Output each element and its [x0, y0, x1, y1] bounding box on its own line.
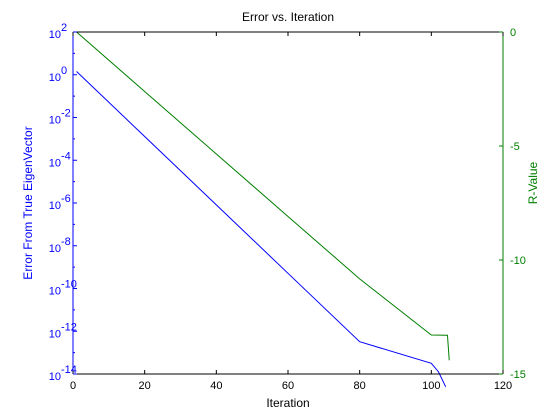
- y-axis-right-label: R-Value: [526, 161, 540, 204]
- y-left-tick-label: 10: [49, 29, 61, 41]
- x-tick-label: 80: [354, 380, 366, 392]
- y-left-tick-label: 10: [49, 243, 61, 255]
- y-left-tick-label: 10: [49, 72, 61, 84]
- series-layer: [76, 31, 450, 388]
- x-tick-label: 0: [70, 380, 76, 392]
- y-left-tick-label: 10: [49, 157, 61, 169]
- y-right-tick-label: -15: [510, 369, 526, 381]
- y-axis-left-label: Error From True EigenVector: [21, 126, 35, 279]
- y-left-tick-label: 10: [49, 200, 61, 212]
- series-line-rvalue: [76, 31, 450, 361]
- y-left-tick-label: 10: [49, 371, 61, 383]
- y-left-tick-exponent: -2: [61, 108, 71, 120]
- y-left-tick-label: 10: [49, 286, 61, 298]
- plot-area: [73, 32, 503, 374]
- y-right-tick-label: -10: [510, 255, 526, 267]
- chart-title: Error vs. Iteration: [242, 10, 334, 24]
- y-left-tick-label: 10: [49, 115, 61, 127]
- x-tick-label: 20: [139, 380, 151, 392]
- x-axis-label: Iteration: [266, 396, 309, 410]
- y-right-tick-label: 0: [510, 27, 516, 39]
- x-tick-label: 60: [282, 380, 294, 392]
- y-left-tick-exponent: -8: [61, 236, 71, 248]
- y-left-tick-exponent: 0: [61, 65, 67, 77]
- y-left-tick-exponent: -10: [61, 279, 77, 291]
- y-left-tick-exponent: 2: [61, 22, 67, 34]
- x-tick-label: 120: [494, 380, 512, 392]
- y-left-tick-exponent: -6: [61, 193, 71, 205]
- y-left-tick-exponent: -14: [61, 364, 77, 376]
- axes-layer: 0 20 40 60 80 100 12010210010-210-410-610-810-…: [49, 22, 526, 392]
- x-tick-label: 40: [210, 380, 222, 392]
- x-tick-label: 100: [422, 380, 440, 392]
- y-left-tick-exponent: -4: [61, 150, 71, 162]
- series-line-error: [76, 71, 447, 388]
- y-right-tick-label: -5: [510, 141, 520, 153]
- y-left-tick-exponent: -12: [61, 321, 77, 333]
- y-left-tick-label: 10: [49, 328, 61, 340]
